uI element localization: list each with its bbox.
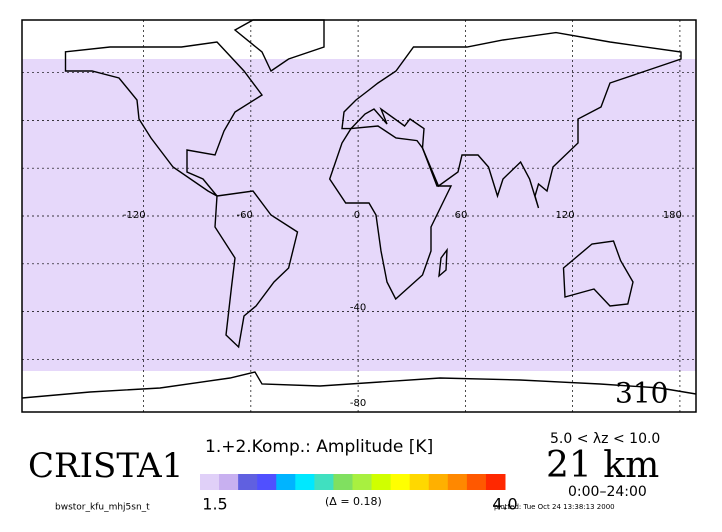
lon-label: 60 (455, 210, 468, 221)
colorbar-swatch (352, 474, 373, 490)
colorbar-step: (Δ = 0.18) (325, 495, 382, 508)
instrument: CRISTA1 (28, 446, 183, 486)
coverage-band (22, 59, 696, 371)
lon-label: -120 (123, 210, 146, 221)
colorbar-swatch (390, 474, 411, 490)
eurasia (341, 31, 682, 209)
colorbar (200, 474, 506, 490)
colorbar-swatch (333, 474, 353, 490)
lon-label: -60 (236, 210, 252, 221)
map-frame (21, 19, 697, 413)
australia (562, 240, 634, 307)
colorbar-max: 4.0 (492, 495, 517, 514)
madagascar (438, 247, 448, 278)
map: -120 -60 0 60 120 180 -40 -80 310 (21, 19, 697, 413)
north-america (64, 41, 264, 197)
lon-label: 0 (354, 210, 360, 221)
colorbar-swatch (257, 474, 277, 490)
colorbar-swatch (295, 474, 315, 490)
colorbar-swatch (409, 474, 430, 490)
colorbar-min: 1.5 (202, 495, 227, 514)
time-range: 0:00–24:00 (568, 484, 647, 500)
colorbar-swatch (238, 474, 258, 490)
lon-label: 180 (663, 210, 682, 221)
file-name: bwstor_kfu_mhj5sn_t (55, 503, 150, 513)
colorbar-swatch (314, 474, 334, 490)
south-america (214, 190, 299, 349)
colorbar-swatch (428, 474, 449, 490)
colorbar-swatch (276, 474, 296, 490)
legend-title: 1.+2.Komp.: Amplitude [K] (205, 437, 433, 457)
colorbar-swatch (447, 474, 468, 490)
altitude: 21 km (546, 445, 659, 486)
colorbar-swatch (485, 474, 506, 490)
orbit-number: 310 (615, 377, 668, 410)
lon-label: 120 (556, 210, 575, 221)
lat-label: -80 (350, 398, 366, 409)
africa (328, 125, 453, 301)
coastlines (21, 19, 697, 399)
wavelength-range: 5.0 < λz < 10.0 (550, 431, 660, 447)
lat-label: -40 (350, 303, 366, 314)
colorbar-swatch (200, 474, 220, 490)
colorbar-swatch (371, 474, 392, 490)
antarctica (21, 371, 697, 399)
plot-date: plotted: Tue Oct 24 13:38:13 2000 (494, 503, 615, 511)
grid: -120 -60 0 60 120 180 -40 -80 (22, 20, 696, 412)
colorbar-swatch (219, 474, 239, 490)
colorbar-swatch (466, 474, 487, 490)
